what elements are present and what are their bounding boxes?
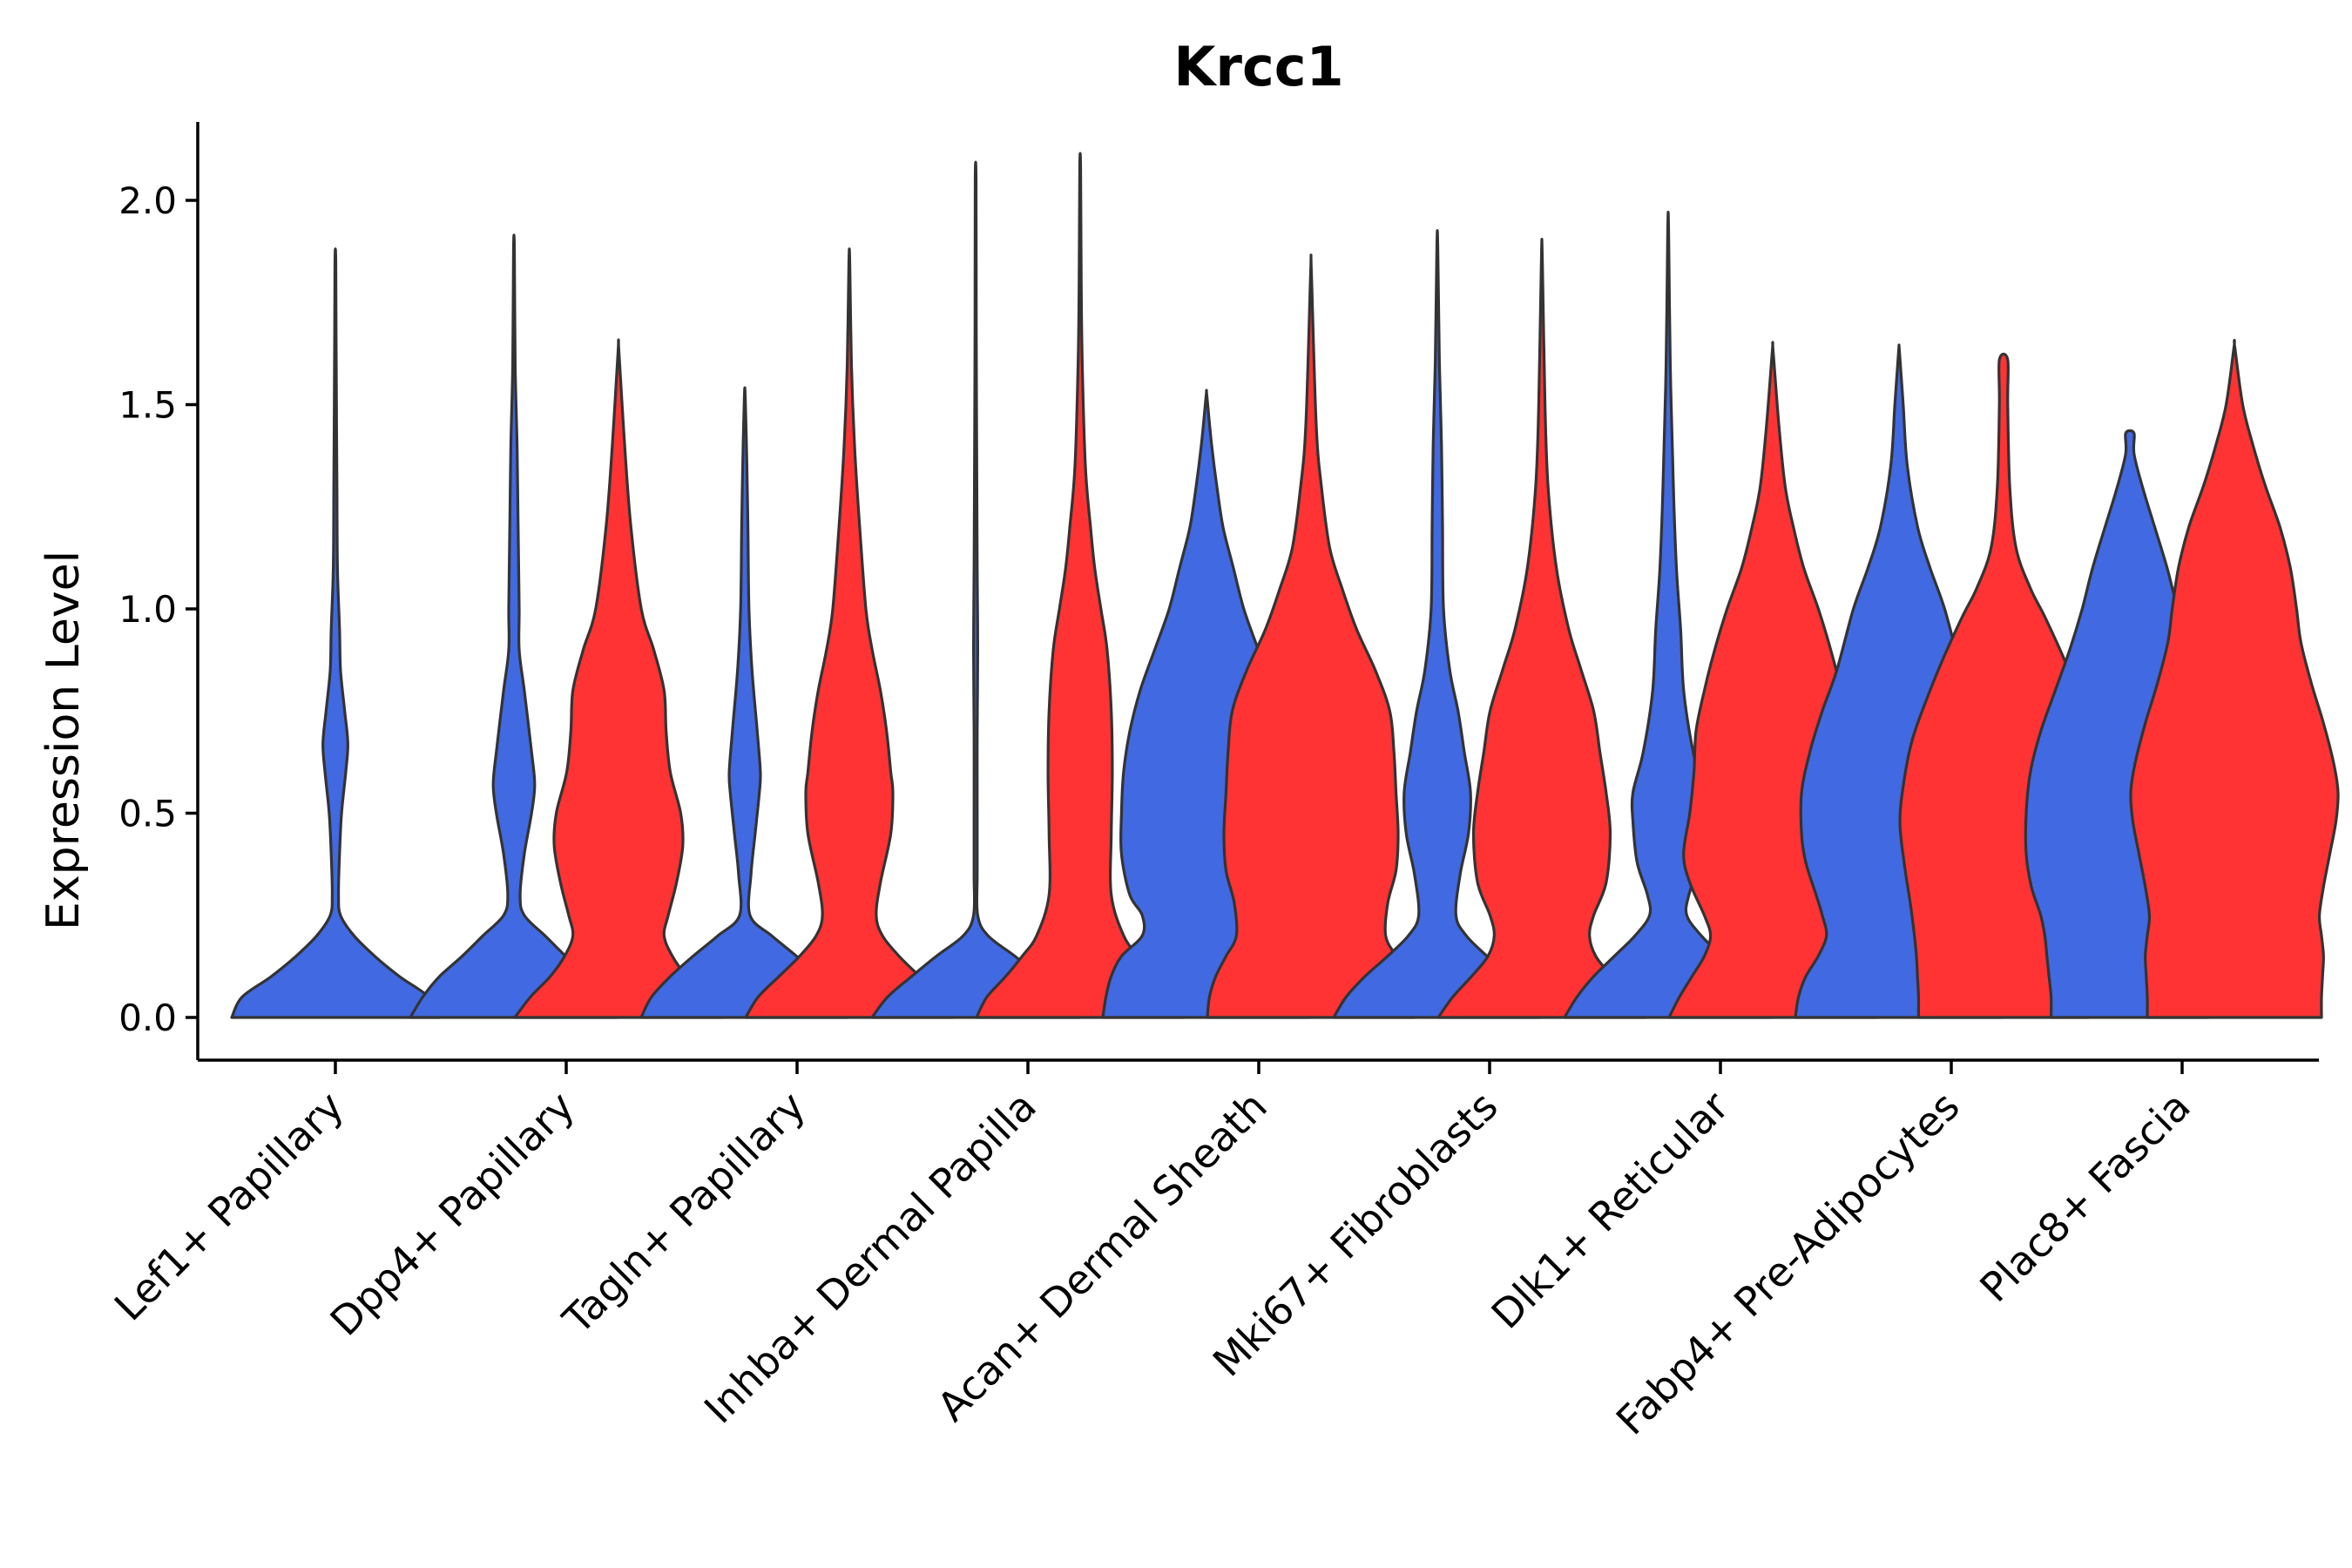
y-tick-label: 0.0 — [118, 997, 177, 1039]
y-tick-label: 1.0 — [118, 588, 177, 631]
violin-blue — [1563, 210, 1774, 1019]
category-label: Dlk1+ Reticular — [1483, 1083, 1738, 1338]
y-axis: 0.0 0.5 1.0 1.5 2.0 — [118, 122, 199, 1060]
y-axis-label: Expression Level — [37, 551, 90, 930]
violin-red — [975, 152, 1186, 1019]
violin-red — [2129, 339, 2340, 1019]
violins-layer — [230, 152, 2340, 1019]
category-label: Dpp4+ Papillary — [321, 1083, 584, 1345]
violin-red — [744, 247, 955, 1019]
category-label: Tagln+ Papillary — [553, 1083, 814, 1344]
category-label: Plac8+ Fascia — [1970, 1083, 2199, 1311]
category-label: Lef1+ Papillary — [105, 1083, 353, 1330]
violin-red — [1206, 253, 1416, 1019]
violin-blue — [1332, 228, 1543, 1019]
violin-blue — [639, 386, 850, 1019]
violin-red — [1436, 237, 1647, 1019]
y-tick-label: 1.5 — [118, 384, 177, 427]
violin-red — [513, 338, 724, 1019]
y-tick-label: 0.5 — [118, 793, 177, 835]
violin-blue — [409, 233, 619, 1019]
violin-blue — [230, 247, 441, 1019]
chart-title: Krcc1 — [1173, 35, 1343, 98]
violin-blue — [870, 160, 1081, 1019]
y-tick-label: 2.0 — [118, 179, 177, 222]
